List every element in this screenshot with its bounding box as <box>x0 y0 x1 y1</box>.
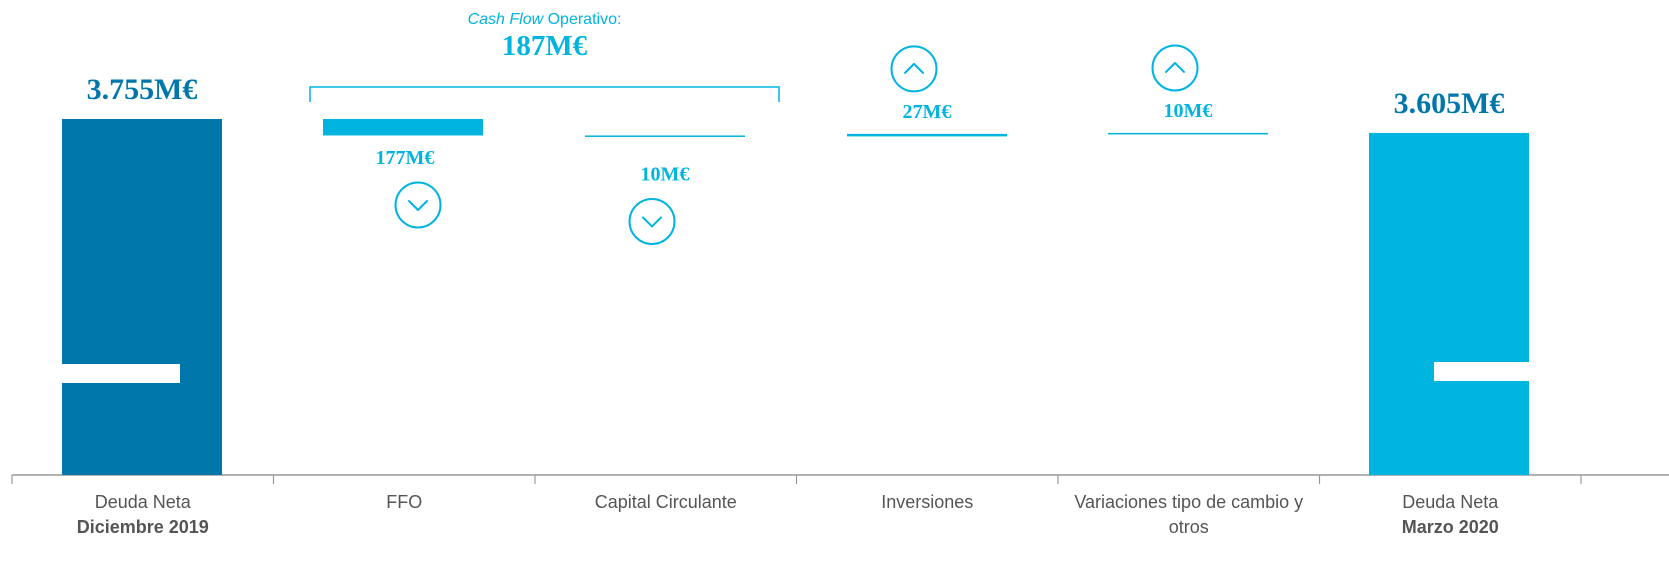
data-label: 3.755M€ <box>87 73 198 106</box>
bracket-label: Cash Flow Operativo: <box>468 11 622 28</box>
chevron-down-circle-icon-chevron <box>408 200 428 211</box>
axis-break-mark <box>1434 362 1529 381</box>
chevron-down-circle-icon-chevron <box>642 216 662 228</box>
category-label: Deuda Neta <box>1402 492 1499 512</box>
chevron-up-circle-icon <box>890 45 938 93</box>
category-label-line2: otros <box>1169 517 1209 537</box>
bar-2 <box>323 119 483 136</box>
category-label: Deuda Neta <box>95 492 192 512</box>
bar-4 <box>847 133 1007 137</box>
bar-6 <box>1369 132 1529 475</box>
data-label: 177M€ <box>376 147 435 169</box>
bracket <box>309 86 780 102</box>
bracket-label-italic: Cash Flow <box>468 11 548 28</box>
axis-break-mark <box>62 364 180 383</box>
data-label: 10M€ <box>641 163 690 185</box>
bracket-value: 187M€ <box>502 30 588 62</box>
chevron-up-circle-icon-chevron <box>1165 61 1185 73</box>
category-label-line2: Diciembre 2019 <box>77 517 209 537</box>
category-label-line2: Marzo 2020 <box>1402 517 1499 537</box>
category-label: FFO <box>386 492 422 512</box>
data-label: 3.605M€ <box>1394 87 1505 120</box>
category-label: Variaciones tipo de cambio y <box>1074 492 1303 512</box>
data-label: 27M€ <box>903 101 952 123</box>
chevron-down-circle-icon <box>394 181 442 229</box>
bar-3 <box>585 135 745 137</box>
bar-1 <box>62 119 222 475</box>
category-label: Inversiones <box>881 492 973 512</box>
chevron-down-circle-icon <box>628 197 676 245</box>
category-label: Capital Circulante <box>595 492 737 512</box>
bar-5 <box>1108 132 1268 135</box>
chevron-up-circle-icon <box>1151 44 1199 92</box>
data-label: 10M€ <box>1164 100 1213 122</box>
chevron-up-circle-icon-chevron <box>904 62 924 74</box>
bracket-label-rest: Operativo: <box>548 11 622 28</box>
